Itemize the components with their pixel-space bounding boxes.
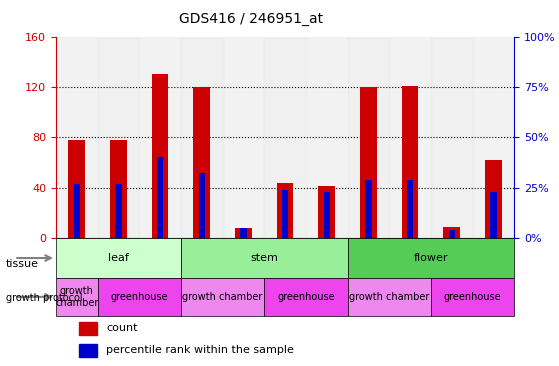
Text: stem: stem [250,253,278,263]
Text: growth chamber: growth chamber [349,292,429,302]
Bar [110,140,127,238]
Bar [98,37,139,238]
Bar [324,192,330,238]
Bar [56,37,98,238]
Bar [348,37,389,238]
Bar [282,190,288,238]
FancyBboxPatch shape [348,278,431,315]
FancyBboxPatch shape [431,278,514,315]
Bar [360,87,377,238]
Bar [485,160,502,238]
FancyBboxPatch shape [98,278,181,315]
Bar [277,183,293,238]
Bar [157,157,163,238]
Bar [240,228,247,238]
Bar [151,74,168,238]
Bar [348,37,389,238]
Text: growth chamber: growth chamber [182,292,263,302]
Bar [222,37,264,238]
Bar [264,37,306,238]
Bar [181,37,222,238]
Text: growth
chamber: growth chamber [55,286,98,308]
FancyBboxPatch shape [181,278,264,315]
Bar [431,37,472,238]
Bar [443,227,460,238]
Bar [449,230,455,238]
Bar [407,179,413,238]
Bar [181,37,222,238]
Text: greenhouse: greenhouse [444,292,501,302]
Bar [402,86,419,238]
Bar [193,87,210,238]
FancyBboxPatch shape [264,278,348,315]
Text: GDS416 / 246951_at: GDS416 / 246951_at [179,12,324,26]
Bar [74,184,80,238]
Bar [222,37,264,238]
Bar [472,37,514,238]
Text: greenhouse: greenhouse [277,292,335,302]
Bar [68,140,85,238]
Bar [79,322,97,335]
FancyBboxPatch shape [348,238,514,278]
Text: tissue: tissue [6,258,39,269]
Bar [306,37,348,238]
FancyBboxPatch shape [56,278,98,315]
FancyBboxPatch shape [181,238,348,278]
Text: flower: flower [414,253,448,263]
Bar [139,37,181,238]
Text: growth protocol: growth protocol [6,293,82,303]
Text: count: count [106,324,138,333]
Bar [56,37,98,238]
Bar [319,186,335,238]
Bar [490,192,496,238]
Bar [366,179,372,238]
Bar [98,37,139,238]
FancyBboxPatch shape [56,238,181,278]
Bar [115,184,121,238]
Text: greenhouse: greenhouse [111,292,168,302]
Bar [306,37,348,238]
Bar [198,173,205,238]
Text: percentile rank within the sample: percentile rank within the sample [106,345,294,355]
Bar [139,37,181,238]
Bar [389,37,431,238]
Bar [472,37,514,238]
Bar [264,37,306,238]
Bar [431,37,472,238]
Text: leaf: leaf [108,253,129,263]
Bar [235,228,252,238]
Bar [389,37,431,238]
Bar [79,344,97,356]
